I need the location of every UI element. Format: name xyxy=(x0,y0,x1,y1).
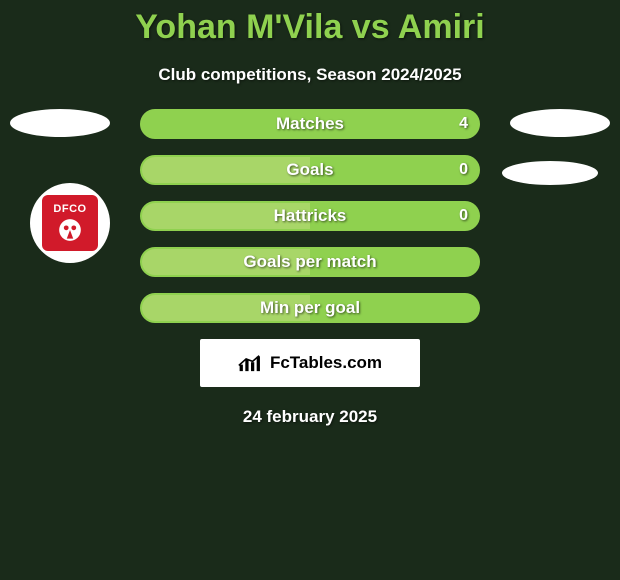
owl-icon xyxy=(57,217,83,243)
bar-row: Matches4 xyxy=(140,109,480,139)
club-badge: DFCO xyxy=(42,195,98,251)
player-right-ellipse xyxy=(510,109,610,137)
bar-value-right: 0 xyxy=(459,207,468,225)
player-right-ellipse-2 xyxy=(502,161,598,185)
player-left-ellipse xyxy=(10,109,110,137)
bar-chart-icon xyxy=(238,352,264,374)
club-short-name: DFCO xyxy=(53,203,86,215)
bar-label: Hattricks xyxy=(142,206,478,226)
chart-date: 24 february 2025 xyxy=(0,407,620,427)
branding-badge: FcTables.com xyxy=(200,339,420,387)
page-subtitle: Club competitions, Season 2024/2025 xyxy=(0,65,620,85)
page-title: Yohan M'Vila vs Amiri xyxy=(0,0,620,47)
bar-label: Matches xyxy=(142,114,478,134)
branding-text: FcTables.com xyxy=(270,353,382,373)
club-logo: DFCO xyxy=(30,183,110,263)
bar-row: Hattricks0 xyxy=(140,201,480,231)
bar-row: Goals per match xyxy=(140,247,480,277)
bar-value-right: 0 xyxy=(459,161,468,179)
bar-row: Min per goal xyxy=(140,293,480,323)
bar-label: Goals per match xyxy=(142,252,478,272)
bar-label: Goals xyxy=(142,160,478,180)
comparison-chart: DFCO Matches4Goals0Hattricks0Goals per m… xyxy=(0,109,620,427)
bar-label: Min per goal xyxy=(142,298,478,318)
bar-value-right: 4 xyxy=(459,115,468,133)
bar-row: Goals0 xyxy=(140,155,480,185)
bar-rows: Matches4Goals0Hattricks0Goals per matchM… xyxy=(140,109,480,323)
